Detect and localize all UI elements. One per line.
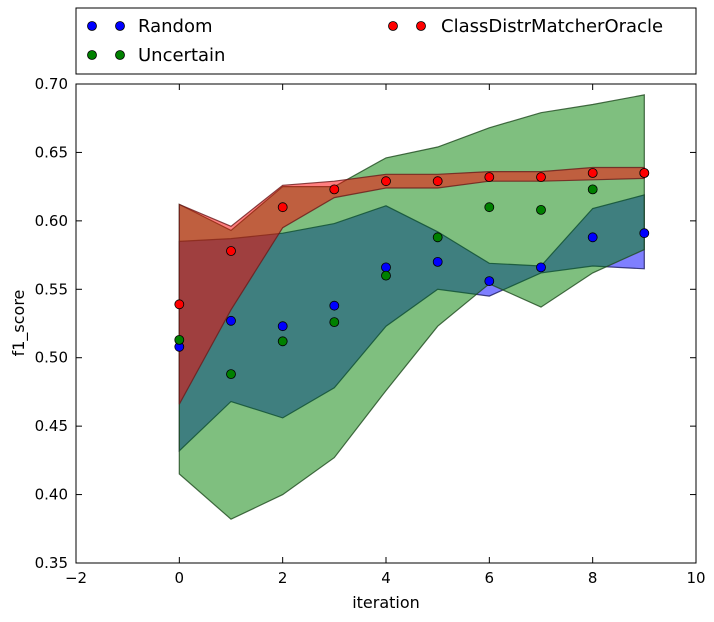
y-tick-label: 0.35 <box>35 554 68 572</box>
confidence-bands <box>178 94 645 520</box>
point-uncertain <box>329 317 340 328</box>
x-axis-label: iteration <box>352 593 420 612</box>
point-classdistrmatcheroracle <box>484 172 495 183</box>
legend-marker-classdistrmatcheroracle <box>388 21 398 31</box>
point-classdistrmatcheroracle <box>174 299 185 310</box>
point-uncertain <box>484 202 495 213</box>
legend-label-random: Random <box>138 16 213 37</box>
x-tick-label: −2 <box>65 569 87 587</box>
point-random <box>484 276 495 287</box>
point-random <box>226 315 236 326</box>
point-random <box>432 256 443 267</box>
y-tick-label: 0.65 <box>35 143 68 161</box>
x-tick-label: 4 <box>381 569 391 587</box>
band-classdistrmatcheroracle <box>178 166 645 405</box>
y-tick-label: 0.40 <box>35 486 68 504</box>
point-random <box>329 300 340 311</box>
y-tick-label: 0.70 <box>35 75 68 93</box>
point-random <box>536 262 546 273</box>
point-uncertain <box>277 336 288 347</box>
legend-marker-classdistrmatcheroracle <box>416 21 426 31</box>
y-tick-label: 0.50 <box>35 349 68 367</box>
point-random <box>587 232 598 243</box>
point-classdistrmatcheroracle <box>536 172 546 183</box>
x-tick-label: 8 <box>588 569 598 587</box>
point-classdistrmatcheroracle <box>277 202 288 213</box>
legend-marker-uncertain <box>115 50 125 60</box>
x-tick-label: 10 <box>686 569 705 587</box>
x-tick-label: 0 <box>175 569 185 587</box>
point-random <box>381 262 391 273</box>
point-random <box>639 228 650 239</box>
x-axis-ticks: −2 0 2 4 6 8 10 <box>65 84 706 587</box>
point-classdistrmatcheroracle <box>639 168 650 178</box>
point-uncertain <box>226 369 236 380</box>
y-tick-label: 0.45 <box>35 417 68 435</box>
point-classdistrmatcheroracle <box>432 176 443 187</box>
x-tick-label: 6 <box>485 569 495 587</box>
point-uncertain <box>174 334 185 345</box>
point-random <box>277 321 288 332</box>
y-tick-label: 0.60 <box>35 212 68 230</box>
band-uncertain <box>178 94 645 520</box>
x-tick-label: 2 <box>278 569 288 587</box>
y-tick-label: 0.55 <box>35 280 68 298</box>
legend-marker-random <box>87 21 97 31</box>
legend: Random Uncertain ClassDistrMatcherOracle <box>75 7 697 75</box>
point-classdistrmatcheroracle <box>381 176 391 187</box>
point-uncertain <box>432 232 443 243</box>
point-uncertain <box>536 204 546 215</box>
legend-marker-uncertain <box>87 50 97 60</box>
point-classdistrmatcheroracle <box>226 246 236 256</box>
legend-frame <box>75 7 697 75</box>
y-axis-label: f1_score <box>9 290 29 357</box>
legend-label-uncertain: Uncertain <box>138 45 225 66</box>
legend-marker-random <box>115 21 125 31</box>
data-points <box>174 168 650 380</box>
legend-label-classdistrmatcheroracle: ClassDistrMatcherOracle <box>441 16 663 37</box>
point-uncertain <box>587 184 598 195</box>
point-classdistrmatcheroracle <box>587 168 598 178</box>
y-axis-ticks: 0.35 0.40 0.45 0.50 0.55 0.60 0.65 0.70 <box>35 75 696 572</box>
point-uncertain <box>381 270 391 281</box>
point-classdistrmatcheroracle <box>329 184 340 195</box>
